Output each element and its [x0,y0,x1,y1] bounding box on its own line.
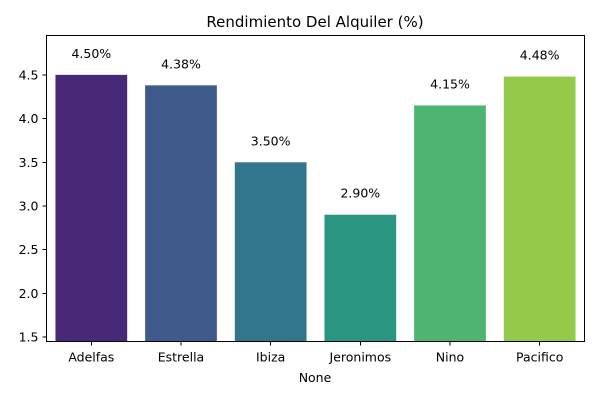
x-tick-label: Pacifico [516,350,563,365]
x-tick-label: Jeronimos [329,350,392,365]
y-tick-label: 4.5 [19,67,39,82]
bar-estrella [145,85,217,342]
x-tick-label: Ibiza [256,350,285,365]
x-axis-label: None [299,370,332,385]
y-tick-label: 4.0 [19,111,39,126]
x-tick-label: Adelfas [68,350,114,365]
y-tick-label: 2.5 [19,242,39,257]
bar-ibiza [234,162,307,342]
y-axis: 1.5 2.0 2.5 3.0 3.5 4.0 4.5 [19,67,47,345]
y-tick-label: 2.0 [19,286,39,301]
y-tick-label: 3.0 [19,198,39,213]
bar-jeronimos [324,214,397,342]
x-tick-label: Estrella [158,350,204,365]
data-label-pacifico: 4.48% [520,48,560,63]
bars-group [55,74,576,342]
bar-nino [414,105,486,342]
data-label-jeronimos: 2.90% [340,186,380,201]
data-label-estrella: 4.38% [161,56,201,71]
y-tick-label: 1.5 [19,330,39,345]
data-label-nino: 4.15% [430,76,470,91]
data-label-ibiza: 3.50% [251,133,291,148]
x-tick-label: Nino [436,350,464,365]
bar-pacifico [503,76,576,342]
x-axis: Adelfas Estrella Ibiza Jeronimos Nino Pacific… [68,341,563,365]
chart-title: Rendimiento Del Alquiler (%) [206,13,423,31]
bar-adelfas [55,74,128,342]
value-labels-group: 4.50% 4.38% 3.50% 2.90% 4.15% 4.48% [71,46,559,201]
data-label-adelfas: 4.50% [71,46,111,61]
y-tick-label: 3.5 [19,155,39,170]
plot-frame [46,35,585,342]
